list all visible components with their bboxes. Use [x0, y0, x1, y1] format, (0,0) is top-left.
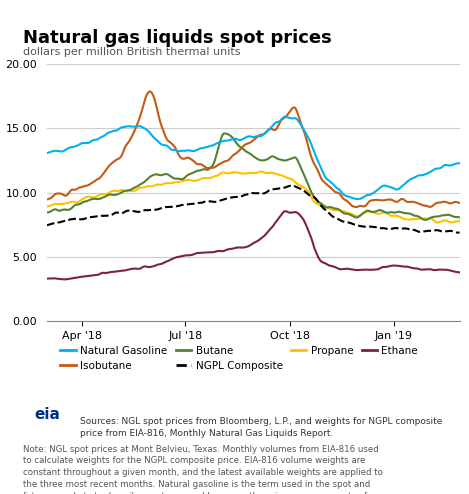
Text: Note: NGL spot prices at Mont Belvieu, Texas. Monthly volumes from EIA-816 used
: Note: NGL spot prices at Mont Belvieu, T…: [23, 445, 383, 494]
Text: Sources: NGL spot prices from Bloomberg, L.P., and weights for NGPL composite
pr: Sources: NGL spot prices from Bloomberg,…: [80, 417, 442, 438]
Text: dollars per million British thermal units: dollars per million British thermal unit…: [23, 47, 241, 57]
Text: eia: eia: [34, 408, 60, 422]
Legend: Natural Gasoline, Isobutane, Butane, NGPL Composite, Propane, Ethane: Natural Gasoline, Isobutane, Butane, NGP…: [56, 341, 422, 375]
Text: Natural gas liquids spot prices: Natural gas liquids spot prices: [23, 29, 332, 47]
